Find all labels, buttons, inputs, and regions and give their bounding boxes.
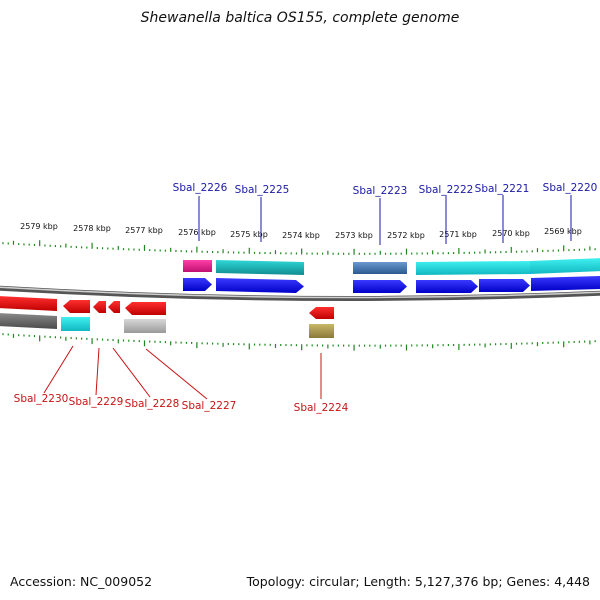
kbp-label: 2577 kbp <box>125 226 163 235</box>
top-gene-labels: Sbal_2226 Sbal_2225 Sbal_2223 Sbal_2222 … <box>173 182 598 197</box>
cog-box-sbal-2222[interactable] <box>416 261 530 275</box>
top-leader-lines <box>198 195 572 245</box>
kbp-label: 2570 kbp <box>492 229 530 238</box>
cds-arrow-sbal-2227[interactable] <box>125 302 166 315</box>
gene-label-sbal-2226[interactable]: Sbal_2226 <box>173 182 228 194</box>
gene-label-sbal-2220[interactable]: Sbal_2220 <box>543 182 598 194</box>
cds-arrow-sbal-2226[interactable] <box>183 278 212 291</box>
kbp-label: 2575 kbp <box>230 230 268 239</box>
gene-label-sbal-2230[interactable]: Sbal_2230 <box>14 393 69 405</box>
gene-label-sbal-2221[interactable]: Sbal_2221 <box>475 183 530 195</box>
kbp-label: 2571 kbp <box>439 230 477 239</box>
genome-backbone <box>0 285 600 301</box>
gene-label-sbal-2224[interactable]: Sbal_2224 <box>294 402 349 414</box>
cds-arrow-sbal-2224[interactable] <box>309 307 334 319</box>
kbp-label: 2569 kbp <box>544 227 582 236</box>
cds-arrow-sbal-2222[interactable] <box>416 280 478 293</box>
cds-arrow-sbal-2223[interactable] <box>353 280 407 293</box>
bottom-gene-labels: Sbal_2230 Sbal_2229 Sbal_2228 Sbal_2227 … <box>14 393 349 414</box>
kbp-label: 2573 kbp <box>335 231 373 240</box>
gene-label-sbal-2228[interactable]: Sbal_2228 <box>125 398 180 410</box>
cds-arrow-sbal-2230[interactable] <box>0 296 57 311</box>
cog-box-sbal-2226[interactable] <box>183 260 212 272</box>
genome-backbone-highlight <box>0 286 600 299</box>
page-title: Shewanella baltica OS155, complete genom… <box>140 10 460 26</box>
cds-arrow-sbal-2228b[interactable] <box>108 301 120 313</box>
cog-box-sbal-2224[interactable] <box>309 324 334 338</box>
cog-box-sbal-2223[interactable] <box>353 262 407 274</box>
cds-arrow-sbal-2229[interactable] <box>63 300 90 313</box>
topology-text: Topology: circular; Length: 5,127,376 bp… <box>246 574 590 589</box>
bottom-leader-lines <box>43 345 322 400</box>
gene-label-sbal-2227[interactable]: Sbal_2227 <box>182 400 237 412</box>
accession-text: Accession: NC_009052 <box>10 574 153 589</box>
gene-label-sbal-2225[interactable]: Sbal_2225 <box>235 184 290 196</box>
kbp-label: 2578 kbp <box>73 224 111 233</box>
cds-arrow-sbal-2221[interactable] <box>479 279 530 292</box>
kbp-label: 2576 kbp <box>178 228 216 237</box>
top-tick-track <box>2 240 596 255</box>
cog-box-sbal-2227[interactable] <box>124 319 166 333</box>
cds-arrow-sbal-2220[interactable] <box>531 276 600 291</box>
kbp-label: 2572 kbp <box>387 231 425 240</box>
gene-label-sbal-2223[interactable]: Sbal_2223 <box>353 185 408 197</box>
cog-box-sbal-2220[interactable] <box>530 258 600 274</box>
cds-arrow-sbal-2228[interactable] <box>93 301 106 313</box>
cds-arrow-sbal-2225[interactable] <box>216 278 304 293</box>
cog-box-sbal-2225[interactable] <box>216 260 304 275</box>
gene-label-sbal-2229[interactable]: Sbal_2229 <box>69 396 124 408</box>
cog-box-sbal-2229[interactable] <box>61 317 90 331</box>
gene-label-sbal-2222[interactable]: Sbal_2222 <box>419 184 474 196</box>
bottom-tick-track <box>2 333 596 351</box>
kbp-label: 2574 kbp <box>282 231 320 240</box>
kbp-label: 2579 kbp <box>20 222 58 231</box>
kbp-scale: 2579 kbp 2578 kbp 2577 kbp 2576 kbp 2575… <box>20 222 582 240</box>
cog-box-sbal-2230[interactable] <box>0 313 57 329</box>
